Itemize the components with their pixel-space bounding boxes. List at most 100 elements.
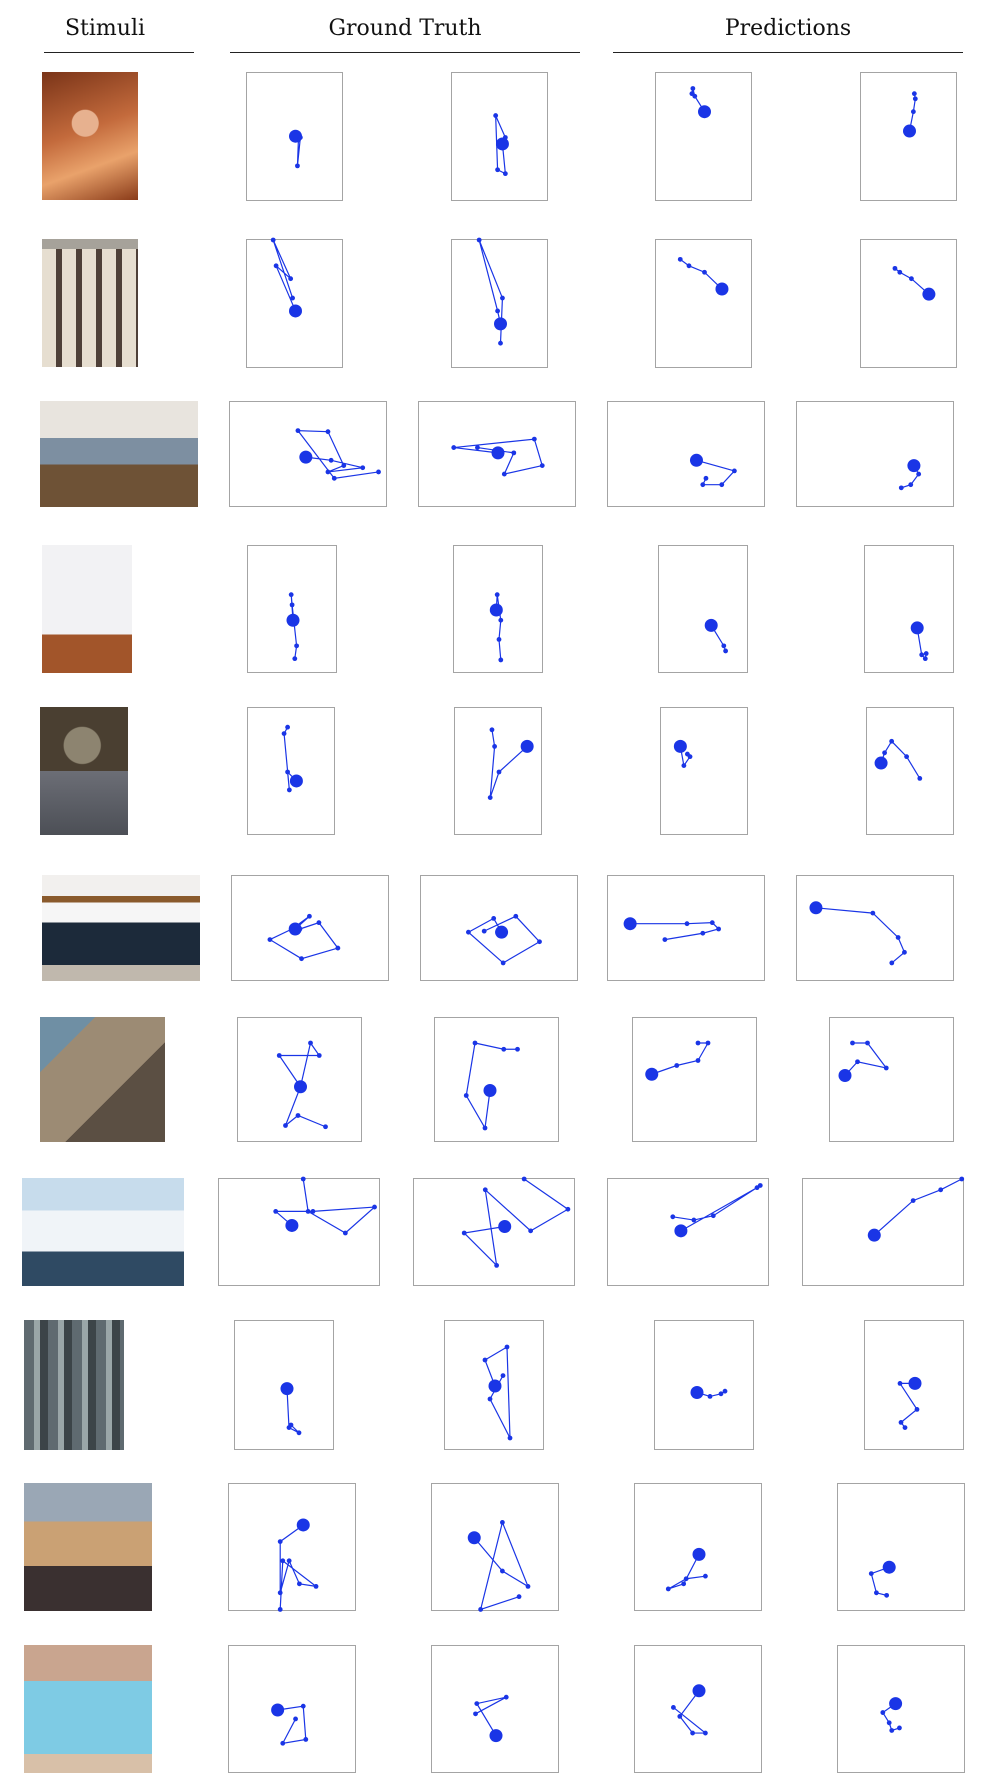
prediction-scanpath-panel [632, 1017, 757, 1142]
scanpath-plot [677, 256, 729, 296]
fixation-point [295, 163, 300, 169]
fixation-point [495, 308, 500, 314]
prediction-scanpath-panel [864, 545, 954, 673]
scanpath-plot [273, 1176, 377, 1236]
fixation-point [277, 1607, 283, 1612]
ground-truth-scanpath-panel [420, 875, 578, 981]
fixation-point [895, 935, 901, 940]
fixation-point [909, 276, 914, 282]
fixation-point [910, 109, 916, 115]
header-stimuli-rule [44, 52, 194, 53]
first-fixation-point [483, 1084, 497, 1097]
fixation-point [280, 1740, 286, 1746]
fixation-point [496, 637, 502, 642]
scanpath-line [279, 1524, 317, 1610]
fixation-point [886, 1720, 892, 1726]
first-fixation-point [874, 756, 888, 770]
man-working-photo [40, 707, 128, 835]
fixation-point [521, 1176, 527, 1182]
scanpath-plot [487, 727, 534, 800]
ground-truth-scanpath-panel [228, 1483, 356, 1612]
scanpath-plot [910, 621, 929, 662]
scanpath-plot [868, 1560, 896, 1598]
fixation-point [288, 592, 294, 598]
ground-truth-scanpath-panel [431, 1645, 559, 1773]
fixation-point [487, 1396, 493, 1402]
prediction-scanpath-panel [837, 1645, 965, 1773]
fixation-point [503, 1694, 509, 1700]
fixation-point [473, 1711, 478, 1717]
first-fixation-point [903, 124, 916, 138]
scanpath-plot [623, 917, 721, 942]
fixation-point [902, 949, 907, 955]
scanpath-plot [280, 1382, 302, 1436]
fixation-point [472, 1040, 478, 1046]
fixation-point [289, 602, 295, 608]
prediction-scanpath-panel [660, 707, 748, 835]
first-fixation-point [296, 1518, 310, 1532]
fixation-point [511, 450, 517, 456]
ground-truth-scanpath-panel [247, 707, 335, 835]
fixation-point [466, 929, 471, 935]
scanpath-line [630, 922, 720, 941]
fixation-point [910, 1198, 916, 1203]
fixation-point [902, 1425, 908, 1430]
ground-truth-scanpath-panel [413, 1176, 575, 1286]
scanpath-plot [489, 592, 504, 663]
fixation-point [323, 1124, 328, 1130]
fixation-point [482, 1125, 488, 1131]
fixation-point [285, 769, 290, 775]
fixation-point [286, 787, 292, 793]
scanpath-plot [270, 237, 302, 318]
fixation-point [288, 276, 294, 282]
fixation-point [276, 1053, 282, 1058]
fixation-point [463, 1093, 469, 1098]
fixation-point [500, 960, 506, 966]
scanpath-plot [689, 453, 737, 488]
scanpath-plot [898, 459, 922, 491]
cave-hiker-photo [42, 72, 138, 200]
scanpath-line [286, 1388, 300, 1434]
fixation-point [341, 463, 347, 468]
first-fixation-point [467, 1531, 481, 1545]
ground-truth-scanpath-panel [451, 72, 548, 201]
fixation-point [721, 643, 727, 649]
ground-truth-scanpath-panel [234, 1320, 334, 1450]
fixation-point [959, 1176, 965, 1182]
fixation-point [280, 1558, 286, 1564]
header-ground-truth: Ground Truth [328, 16, 482, 41]
fixation-point [919, 652, 925, 658]
fixation-point [681, 763, 687, 768]
first-fixation-point [910, 621, 924, 635]
swimming-pool-photo [24, 1645, 152, 1773]
prediction-scanpath-panel [658, 545, 748, 673]
fixation-point [498, 340, 503, 346]
first-fixation-point [704, 618, 718, 632]
fixation-point [481, 928, 487, 934]
fixation-point [267, 937, 273, 942]
ground-truth-scanpath-panel [237, 1017, 362, 1142]
first-fixation-point [623, 917, 637, 931]
prediction-scanpath-panel [607, 875, 765, 981]
scanpath-plot [281, 724, 303, 793]
fixation-point [677, 1714, 683, 1719]
scanpath-line [278, 1041, 326, 1128]
fixation-point [898, 485, 904, 491]
fixation-point [501, 471, 507, 477]
scanpath-plot [476, 237, 507, 346]
fixation-point [689, 91, 695, 97]
scanpath-plot [451, 436, 545, 477]
scanpath-plot [665, 1547, 708, 1592]
fixation-point [500, 295, 505, 301]
fixation-point [912, 96, 918, 102]
fixation-point [502, 135, 508, 140]
fixation-point [691, 1217, 697, 1223]
fixation-point [492, 744, 497, 749]
fixation-point [300, 1703, 306, 1709]
first-fixation-point [494, 317, 507, 331]
ground-truth-scanpath-panel [451, 237, 548, 368]
scanpath-plot [874, 738, 923, 781]
prediction-scanpath-panel [864, 1320, 964, 1450]
scanpath-line [673, 1690, 708, 1734]
fixation-point [331, 475, 337, 481]
